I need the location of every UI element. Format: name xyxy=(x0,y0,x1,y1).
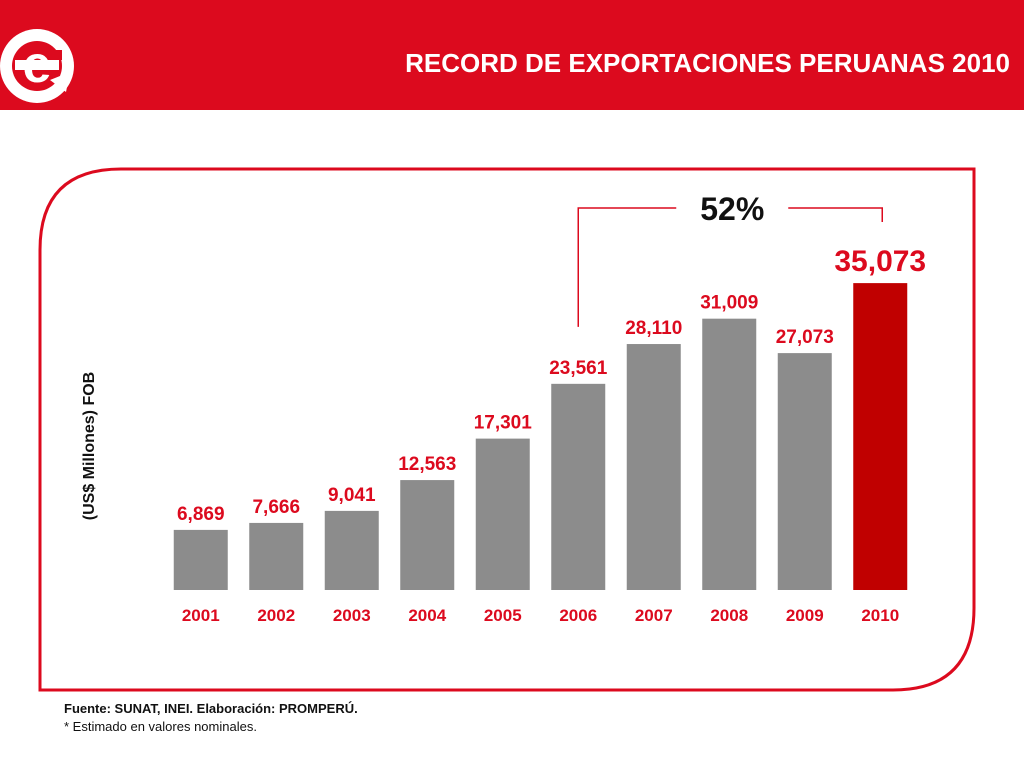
annotation-bracket-right xyxy=(788,207,883,222)
value-label-2009: 27,073 xyxy=(776,327,834,348)
bar-2003 xyxy=(324,510,379,590)
x-tick-label-2005: 2005 xyxy=(484,606,522,625)
logo-e-icon: e xyxy=(0,29,74,103)
annotation-bracket-left xyxy=(577,207,677,327)
value-label-2006: 23,561 xyxy=(549,358,608,379)
x-tick-label-2006: 2006 xyxy=(559,606,597,625)
estimate-note: * Estimado en valores nominales. xyxy=(64,719,257,734)
value-label-2010: 35,073 xyxy=(834,245,926,278)
annotation-text: 52% xyxy=(700,191,764,227)
value-labels-group: 6,869 7,666 9,041 12,563 17,301 23,561 28,110 3… xyxy=(177,245,926,525)
value-label-2003: 9,041 xyxy=(328,485,376,506)
source-note: Fuente: SUNAT, INEI. Elaboración: PROMPE… xyxy=(64,701,358,716)
x-tick-label-2010: 2010 xyxy=(861,606,899,625)
value-label-2007: 28,110 xyxy=(625,318,682,339)
x-tick-label-2002: 2002 xyxy=(257,606,295,625)
y-axis-label: (US$ Millones) FOB xyxy=(81,372,98,520)
value-label-2008: 31,009 xyxy=(700,293,758,314)
bar-2009 xyxy=(777,353,832,590)
x-tick-label-2007: 2007 xyxy=(635,606,673,625)
growth-annotation: 52% xyxy=(577,191,883,327)
x-tick-labels-group: 2001 2002 2003 2004 2005 2006 2007 2008 2009 2010 xyxy=(182,606,899,625)
bar-2004 xyxy=(400,480,455,590)
x-tick-label-2001: 2001 xyxy=(182,606,220,625)
x-tick-label-2009: 2009 xyxy=(786,606,824,625)
bars-group xyxy=(173,283,908,590)
logo-letter: e xyxy=(23,36,52,94)
value-label-2005: 17,301 xyxy=(474,413,533,434)
bar-2001 xyxy=(173,529,228,590)
x-tick-label-2008: 2008 xyxy=(710,606,748,625)
header-bar: e RECORD DE EXPORTACIONES PERUANAS 2010 xyxy=(0,0,1024,110)
bar-2007 xyxy=(626,344,681,590)
value-label-2002: 7,666 xyxy=(252,497,300,518)
value-label-2001: 6,869 xyxy=(177,504,225,525)
bar-2006 xyxy=(551,383,606,590)
bar-2010 xyxy=(853,283,908,590)
x-tick-label-2004: 2004 xyxy=(408,606,446,625)
x-tick-label-2003: 2003 xyxy=(333,606,371,625)
chart-panel-frame xyxy=(38,167,976,692)
bar-2008 xyxy=(702,318,757,590)
page-title: RECORD DE EXPORTACIONES PERUANAS 2010 xyxy=(405,48,1010,78)
bar-2002 xyxy=(249,522,304,590)
value-label-2004: 12,563 xyxy=(398,454,456,475)
bar-2005 xyxy=(475,438,530,590)
